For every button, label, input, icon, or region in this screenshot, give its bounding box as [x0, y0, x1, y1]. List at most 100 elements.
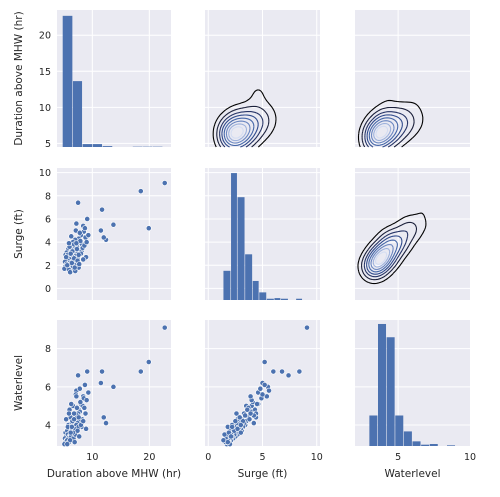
x-tick-label: 10: [311, 452, 323, 463]
y-axis-label: Waterlevel: [13, 355, 25, 411]
scatter-point: [66, 240, 72, 247]
panel-surge-vs-duration: [57, 168, 171, 300]
hist-bar: [447, 445, 456, 446]
scatter-point: [224, 439, 231, 446]
scatter-point: [145, 359, 152, 365]
scatter-point: [247, 393, 254, 400]
scatter-point: [80, 418, 87, 425]
kde-contour: [372, 248, 391, 268]
scatter-point: [76, 385, 83, 392]
x-tick-label: 20: [143, 452, 155, 463]
panel-duration-vs-surge: [205, 10, 320, 148]
panel-background: [355, 168, 470, 300]
scatter-point: [161, 324, 168, 331]
scatter-point: [83, 425, 89, 432]
kde-contour: [361, 106, 415, 148]
scatter-point: [229, 424, 236, 430]
scatter-point: [254, 401, 260, 407]
scatter-point: [75, 372, 81, 379]
hist-bar: [62, 15, 73, 147]
x-tick-label: 10: [464, 452, 476, 463]
scatter-point: [296, 368, 303, 375]
y-axis-label: Duration above MHW (hr): [13, 11, 25, 145]
scatter-point: [73, 240, 80, 247]
scatter-point: [233, 410, 240, 417]
hist-bar: [395, 415, 404, 446]
scatter-point: [97, 227, 104, 234]
hist-bar: [274, 298, 281, 300]
panel-surge-vs-surge: [205, 168, 320, 300]
scatter-point: [259, 391, 266, 398]
scatter-point: [76, 433, 83, 440]
x-tick-label: 0: [205, 452, 211, 463]
scatter-point: [67, 269, 74, 276]
scatter-point: [85, 389, 92, 396]
y-tick-label: 8: [45, 191, 51, 202]
panel-waterlevel-vs-surge: [205, 320, 320, 447]
x-tick-label: 5: [259, 452, 265, 463]
y-axis-label: Surge (ft): [13, 209, 25, 259]
x-axis-label: Duration above MHW (hr): [47, 468, 181, 480]
kde-contour: [375, 125, 389, 139]
scatter-point: [285, 372, 292, 379]
hist-bar: [280, 298, 288, 300]
panel-waterlevel-vs-waterlevel: [355, 320, 470, 446]
panel-duration-vs-waterlevel: [355, 10, 470, 148]
panel-surge-vs-waterlevel: [355, 168, 470, 300]
y-tick-label: 10: [39, 103, 51, 114]
kde-contour: [223, 117, 255, 147]
scatter-point: [236, 414, 243, 421]
y-tick-label: 10: [39, 168, 51, 179]
scatter-point: [100, 414, 107, 421]
scatter-point: [68, 424, 75, 430]
x-axis-label: Surge (ft): [238, 468, 288, 480]
scatter-point: [237, 422, 244, 428]
kde-contour: [366, 114, 403, 148]
scatter-point: [71, 439, 78, 446]
scatter-point: [80, 256, 87, 263]
kde-contour: [361, 221, 418, 281]
scatter-point: [270, 368, 277, 375]
panel-duration-vs-duration: [57, 10, 171, 147]
scatter-point: [137, 188, 144, 195]
panel-waterlevel-vs-duration: [57, 320, 171, 447]
scatter-point: [82, 225, 88, 232]
kde-contour: [370, 120, 395, 144]
hist-bar: [223, 270, 231, 300]
hist-bar: [259, 292, 267, 300]
scatter-point: [73, 220, 80, 227]
scatter-point: [237, 429, 244, 436]
scatter-point: [161, 180, 168, 186]
scatter-point: [250, 420, 257, 426]
y-tick-label: 4: [45, 238, 51, 249]
scatter-point: [103, 420, 109, 426]
hist-bar: [296, 298, 303, 300]
scatter-point: [266, 387, 272, 394]
scatter-point: [97, 380, 104, 386]
scatter-point: [110, 383, 117, 390]
scatter-point: [64, 441, 71, 447]
scatter-point: [82, 382, 88, 388]
scatter-point: [85, 232, 92, 239]
kde-contour: [230, 126, 244, 139]
hist-bar: [231, 173, 237, 300]
scatter-point: [68, 401, 75, 407]
kde-contour: [366, 235, 403, 275]
scatter-point: [63, 416, 70, 423]
scatter-point: [244, 406, 251, 413]
scatter-point: [261, 382, 268, 388]
scatter-point: [261, 359, 268, 365]
scatter-point: [66, 410, 72, 417]
kde-contour: [225, 120, 251, 144]
hist-bar: [378, 323, 387, 446]
hist-bar: [92, 144, 102, 147]
scatter-point: [67, 250, 74, 257]
y-tick-label: 5: [45, 139, 51, 150]
scatter-point: [257, 385, 264, 392]
hist-bar: [412, 441, 421, 446]
hist-bar: [369, 415, 378, 446]
y-tick-label: 2: [45, 261, 51, 272]
kde-contour: [228, 123, 248, 142]
hist-bar: [266, 298, 274, 300]
